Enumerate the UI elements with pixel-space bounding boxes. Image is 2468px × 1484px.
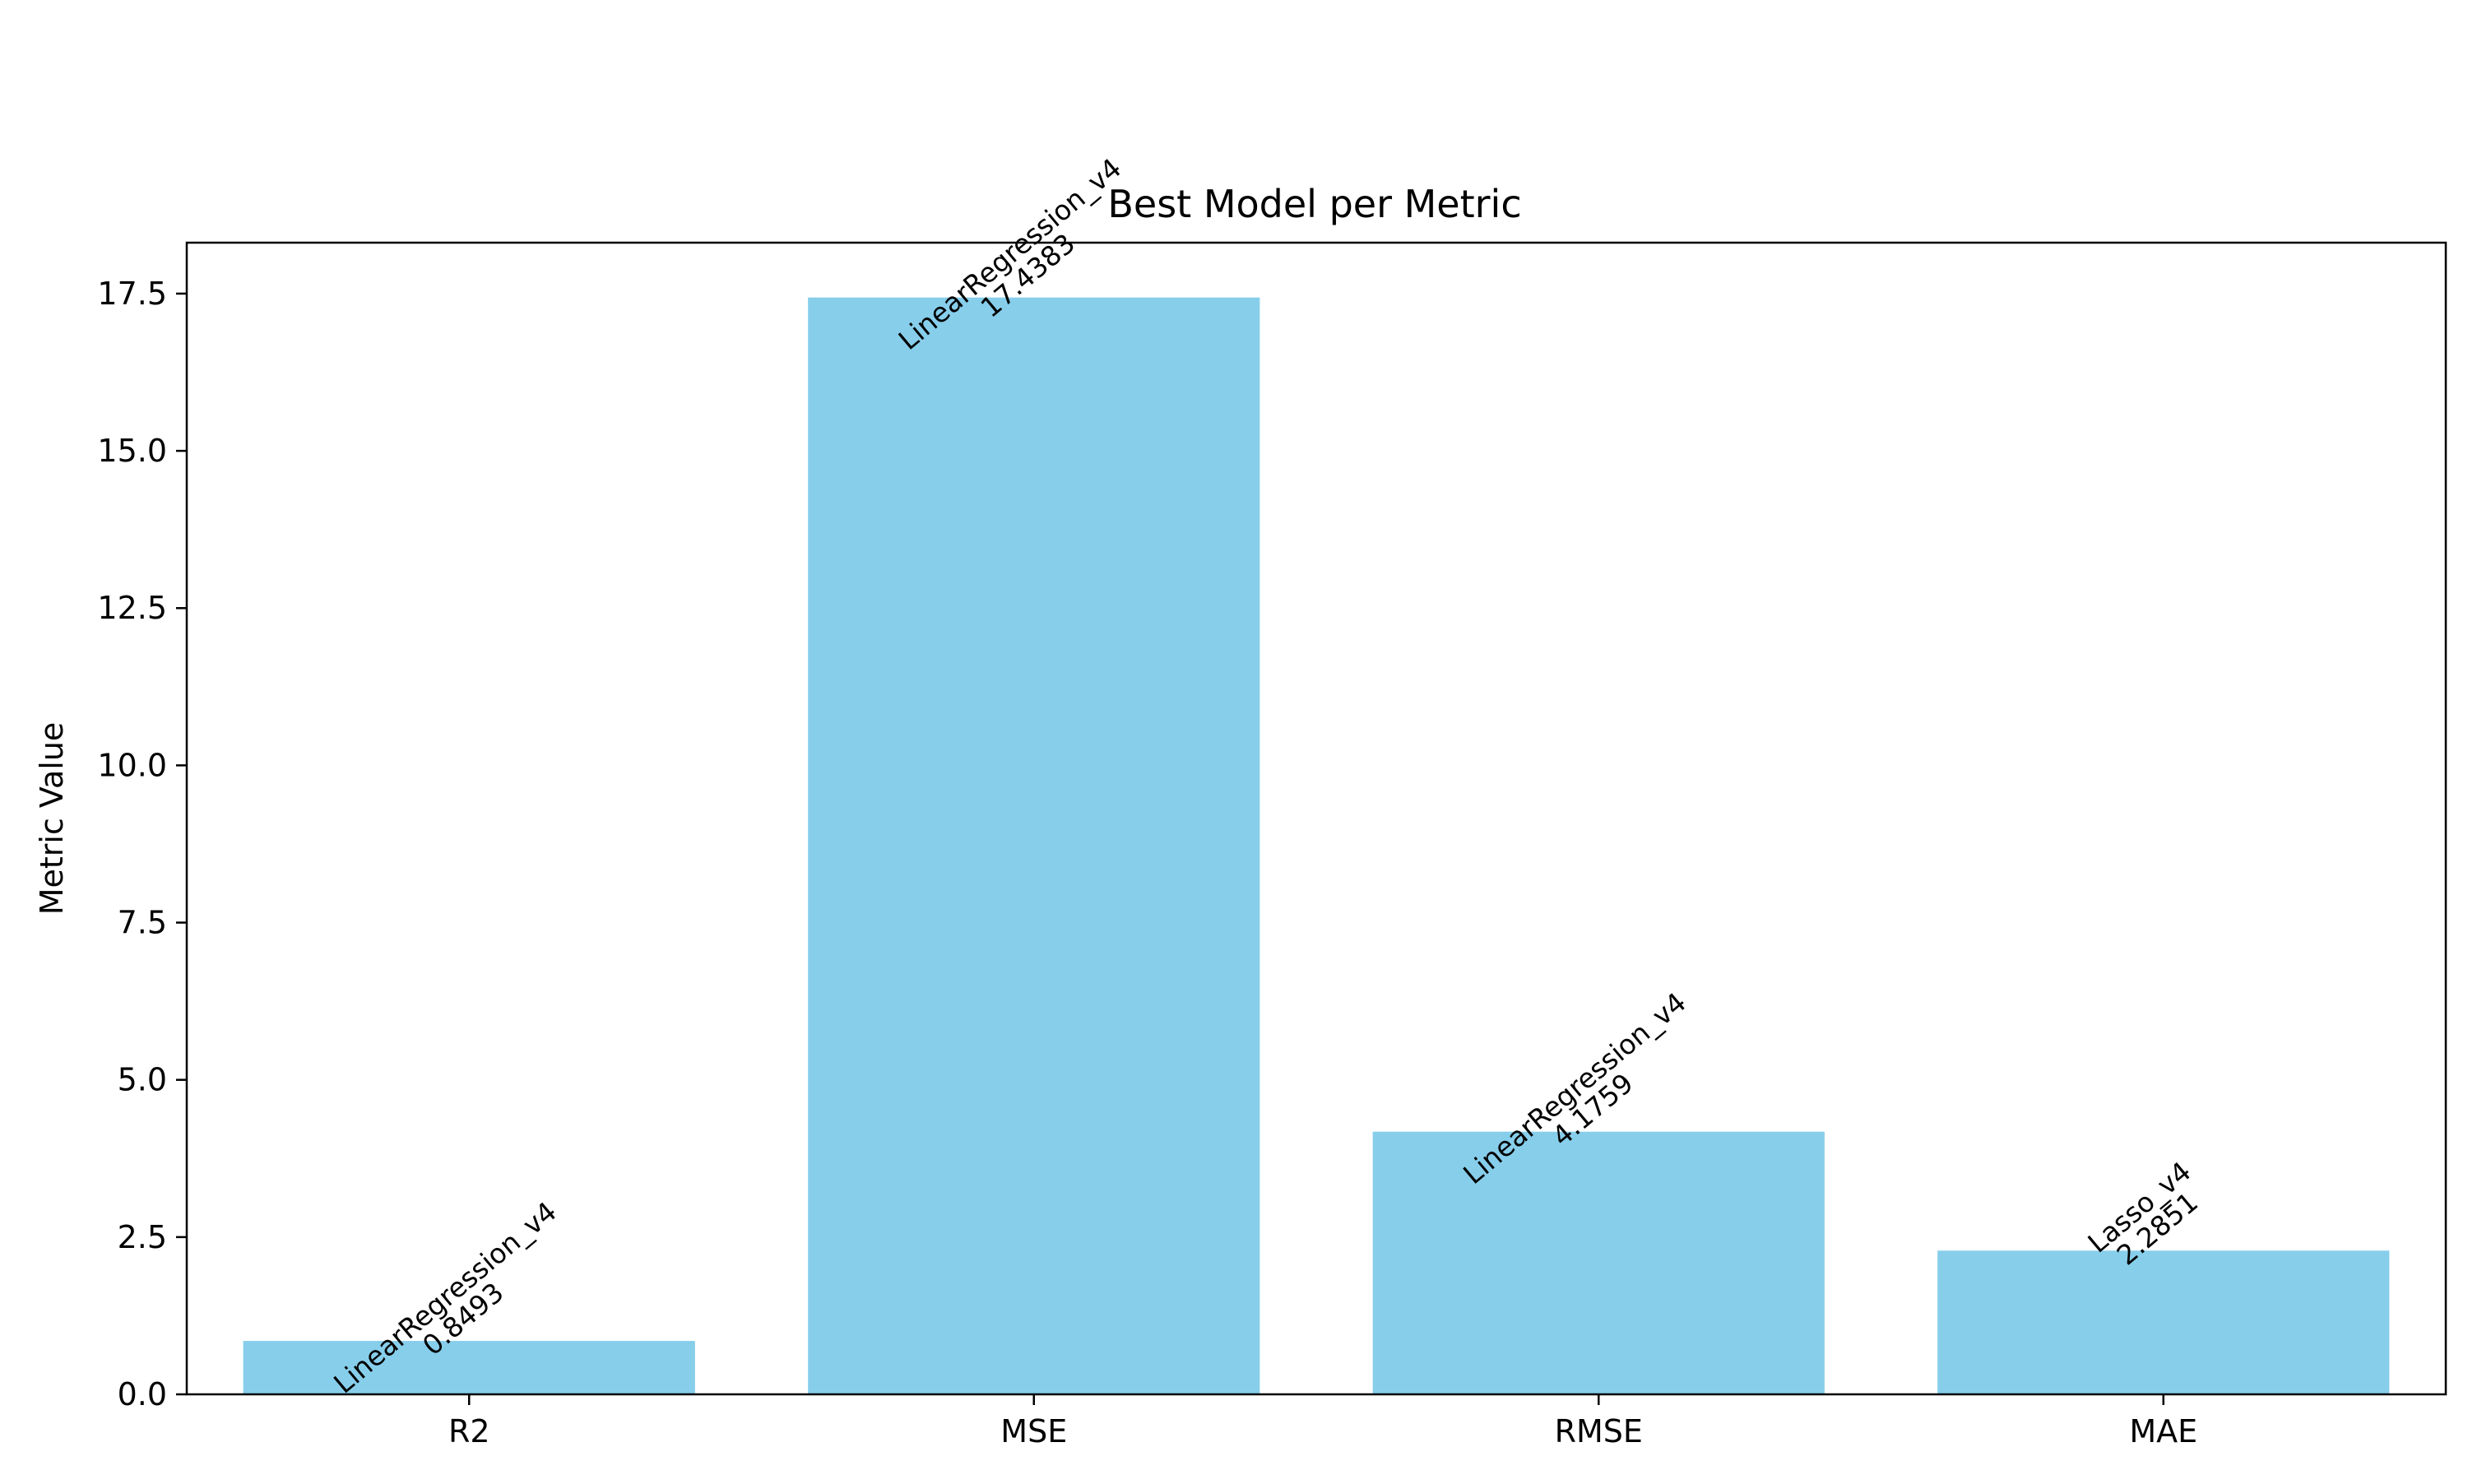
y-axis: 0.0 2.5 5.0 7.5 10.0 12.5 15.0 17.5 [97, 276, 187, 1412]
chart-title: Best Model per Metric [1107, 182, 1521, 226]
y-tick-label: 15.0 [97, 433, 167, 469]
x-tick-label: RMSE [1555, 1413, 1643, 1449]
x-tick-label: R2 [448, 1413, 490, 1449]
y-axis-label: Metric Value [34, 722, 70, 916]
y-tick-label: 17.5 [97, 276, 167, 312]
plot-frame [185, 241, 2447, 1396]
bars-layer [243, 297, 2390, 1394]
x-tick-label: MAE [2129, 1413, 2197, 1449]
y-tick-label: 0.0 [118, 1376, 167, 1412]
bar-mse [808, 297, 1260, 1394]
y-tick-label: 2.5 [118, 1219, 167, 1255]
bar-rmse [1372, 1131, 1825, 1394]
y-tick-label: 7.5 [118, 905, 167, 941]
x-axis: R2 MSE RMSE MAE [448, 1394, 2197, 1449]
y-tick-label: 10.0 [97, 747, 167, 783]
x-tick-label: MSE [1000, 1413, 1067, 1449]
bar-r2 [243, 1341, 695, 1394]
y-tick-label: 12.5 [97, 590, 167, 626]
y-tick-label: 5.0 [118, 1062, 167, 1098]
bar-annotations: LinearRegression_v40.8493LinearRegressio… [327, 152, 2204, 1400]
bar-mae [1937, 1250, 2390, 1394]
